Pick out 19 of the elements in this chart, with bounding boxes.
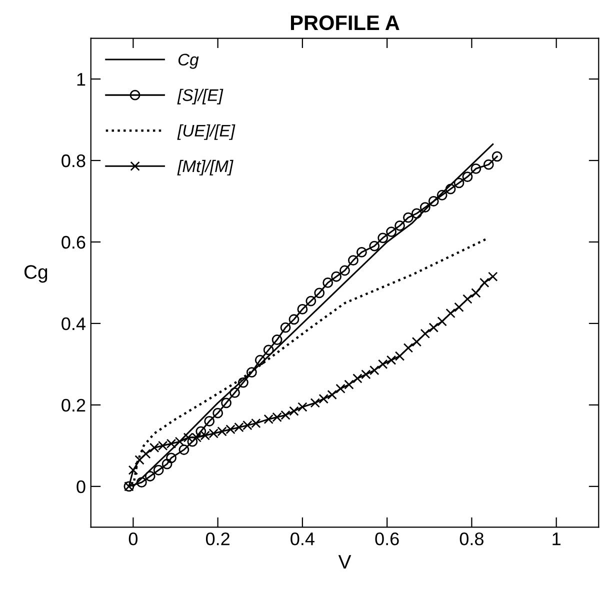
x-tick-label: 0.6 bbox=[375, 532, 399, 546]
y-tick-label: 0.6 bbox=[62, 236, 86, 249]
x-tick-label: 0 bbox=[128, 532, 138, 546]
legend-label: [UE]/[E] bbox=[177, 124, 236, 140]
legend-label: [Mt]/[M] bbox=[177, 160, 234, 176]
y-axis-title: Cg bbox=[24, 265, 48, 283]
legend-label: Cg bbox=[178, 54, 199, 69]
y-tick-label: 0 bbox=[76, 480, 86, 494]
y-tick-label: 0.2 bbox=[62, 398, 86, 412]
x-tick-label: 0.2 bbox=[206, 532, 230, 546]
x-tick-label: 1 bbox=[552, 532, 560, 546]
x-tick-label: 0.4 bbox=[290, 532, 314, 546]
legend-label: [S]/[E] bbox=[177, 88, 224, 104]
x-axis-title: V bbox=[338, 555, 352, 568]
y-tick-label: 1 bbox=[77, 73, 86, 86]
x-tick-label: 0.8 bbox=[460, 532, 484, 546]
y-tick-label: 0.8 bbox=[62, 154, 86, 168]
chart-title: PROFILE A bbox=[290, 15, 400, 30]
y-tick-label: 0.4 bbox=[62, 317, 86, 330]
